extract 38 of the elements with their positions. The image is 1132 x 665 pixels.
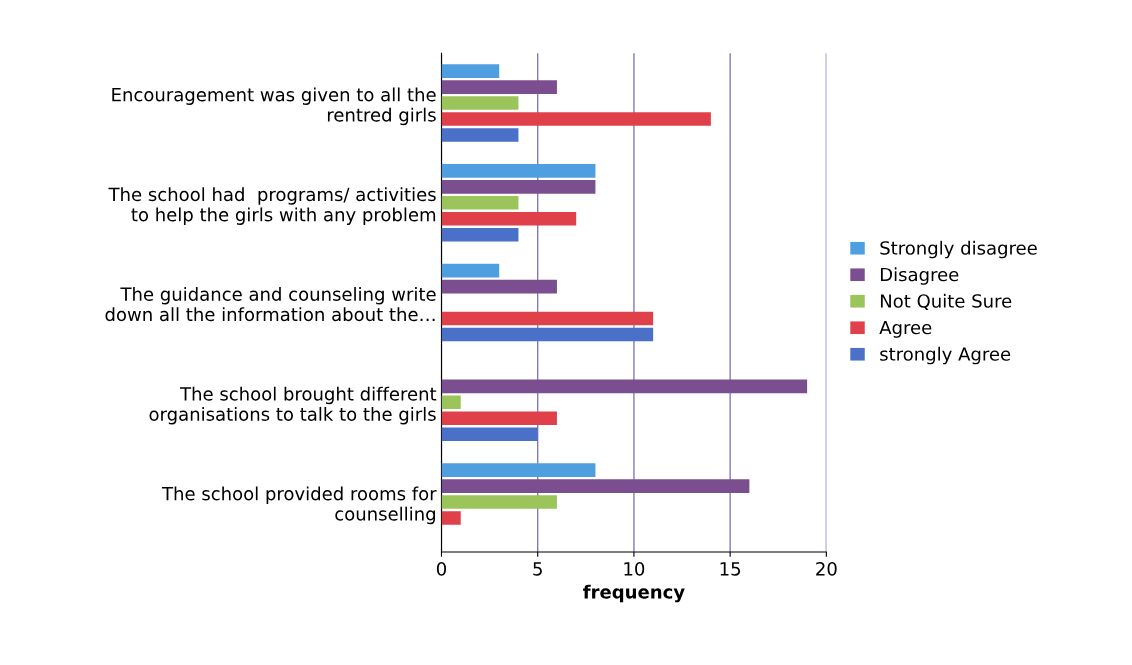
bar [441,327,654,342]
x-tick-label: 10 [624,561,645,576]
x-axis-title: frequency [583,584,685,603]
x-tick-label: 0 [436,561,447,576]
bar [441,263,500,278]
bar [441,180,596,194]
bar [441,64,500,78]
bar [441,463,596,477]
bar [441,479,750,493]
bar [441,379,808,394]
y-tick-label: The school brought different organisations to talk to the girls [149,386,437,425]
bar [441,427,538,442]
bar [441,212,577,226]
legend-label: Strongly disagree [880,240,1037,259]
bar [441,164,596,178]
y-tick-label: The school had programs/ activities to help the girls with any problem [108,187,436,225]
legend-label: Disagree [880,267,959,285]
y-tick-label: Encouragement was given to all the rentred girls [112,87,436,126]
x-tick-label: 5 [533,562,542,576]
bar [441,96,519,110]
y-tick-label: The school provided rooms for counselling [161,486,437,525]
bar [441,112,711,126]
legend-label: Not Quite Sure [880,293,1012,310]
bar [441,411,557,426]
bar [441,80,557,94]
bar [441,128,519,142]
bar [441,311,654,326]
x-tick-label: 15 [720,562,741,576]
legend-label: Agree [879,320,932,338]
bar [441,196,519,210]
legend-label: strongly Agree [880,346,1011,365]
bar [441,395,461,410]
bar [441,495,557,509]
y-tick-label: The guidance and counseling write down all the information about the… [105,286,436,322]
bar [441,279,557,294]
bar [441,511,461,525]
x-tick-label: 20 [816,561,837,576]
bar [441,227,519,242]
